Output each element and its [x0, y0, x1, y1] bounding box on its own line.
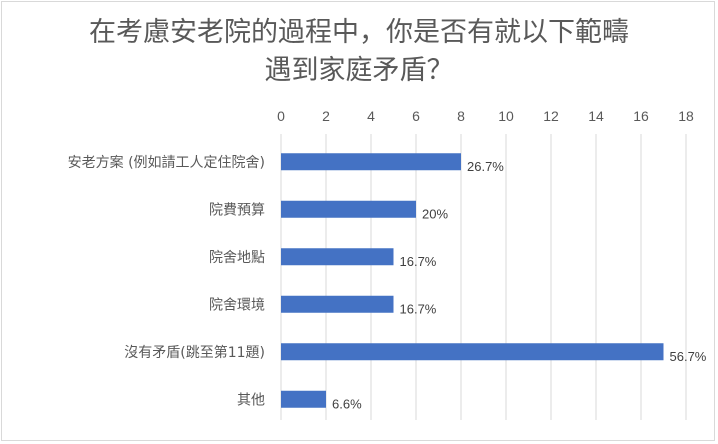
x-tick-label-4: 8 [457, 108, 465, 124]
category-label-1: 院費預算 [209, 202, 265, 218]
bar-0 [281, 153, 461, 171]
x-tick-label-8: 16 [633, 108, 649, 124]
bar-3 [281, 295, 394, 313]
x-tick-label-9: 18 [678, 108, 694, 124]
chart-title-line-1: 在考慮安老院的過程中，你是否有就以下範疇 [89, 17, 629, 48]
x-tick-label-7: 14 [588, 108, 604, 124]
category-label-0: 安老方案 (例如請工人定住院舍) [68, 154, 265, 171]
data-label-1: 20% [422, 206, 448, 221]
data-label-0: 26.7% [467, 159, 504, 174]
category-label-2: 院舍地點 [209, 250, 265, 266]
bar-5 [281, 390, 326, 408]
data-label-3: 16.7% [400, 301, 437, 316]
data-label-2: 16.7% [400, 254, 437, 269]
chart-title: 在考慮安老院的過程中，你是否有就以下範疇 遇到家庭矛盾？ [0, 14, 718, 90]
x-tick-label-3: 6 [412, 108, 420, 124]
x-tick-label-5: 10 [498, 108, 514, 124]
data-label-5: 6.6% [332, 396, 362, 411]
bar-4 [281, 343, 664, 361]
bar-1 [281, 200, 416, 218]
x-tick-label-1: 2 [322, 108, 330, 124]
category-label-4: 沒有矛盾(跳至第11題) [124, 344, 265, 361]
category-label-3: 院舍環境 [209, 297, 265, 313]
x-tick-label-0: 0 [277, 108, 285, 124]
category-label-5: 其他 [237, 392, 265, 408]
x-tick-label-6: 12 [543, 108, 559, 124]
chart-title-line-2: 遇到家庭矛盾？ [264, 55, 454, 86]
data-label-4: 56.7% [670, 349, 707, 364]
bar-2 [281, 248, 394, 266]
x-tick-label-2: 4 [367, 108, 375, 124]
